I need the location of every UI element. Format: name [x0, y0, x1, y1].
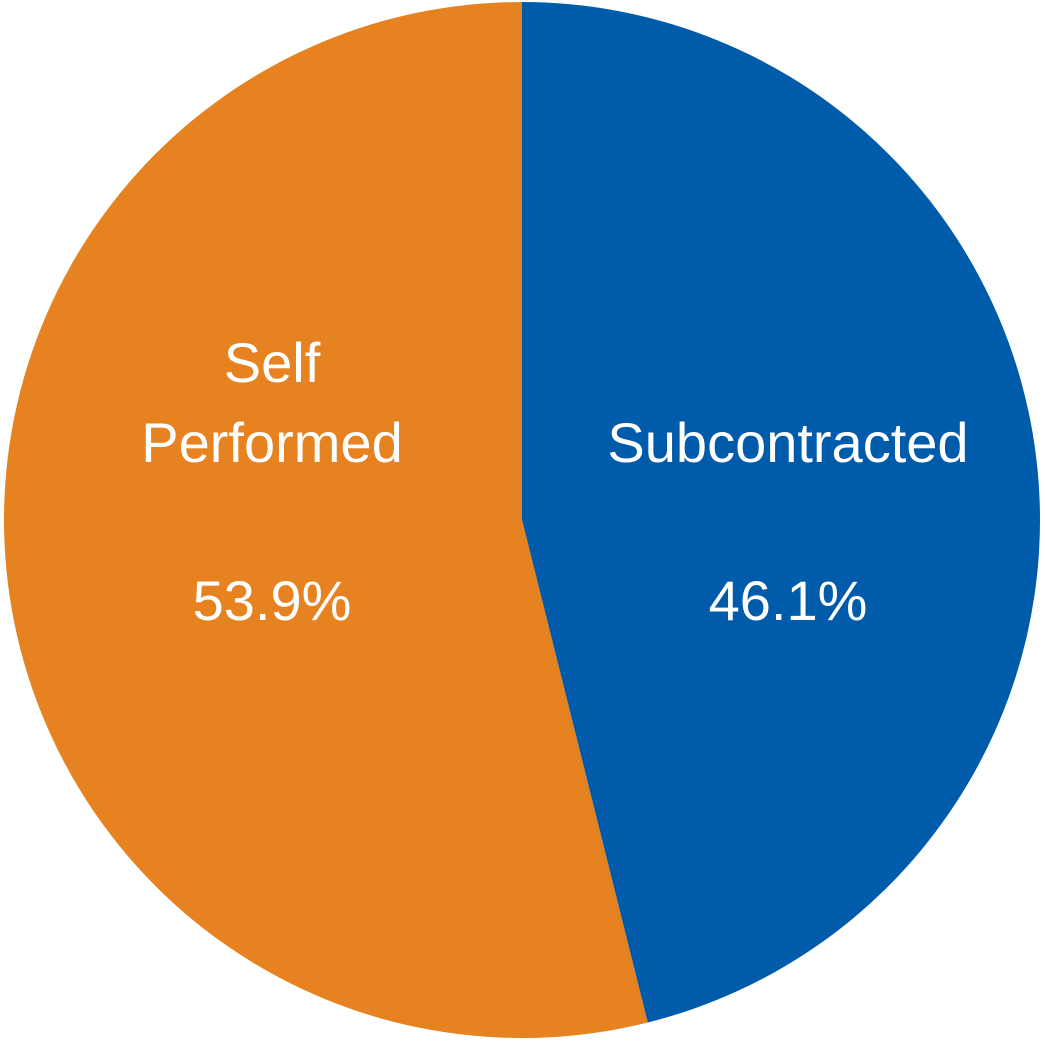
slice-label-self-performed-line2: Performed	[141, 411, 402, 474]
pie-slice-self-performed	[3, 2, 648, 1038]
slice-value-subcontracted: 46.1%	[709, 569, 868, 632]
pie-slice-subcontracted	[522, 2, 1040, 1023]
pie-labels: Subcontracted 46.1% Self Performed 53.9%	[141, 331, 968, 632]
pie-slices	[3, 2, 1040, 1038]
slice-label-self-performed-line1: Self	[224, 331, 321, 394]
slice-label-subcontracted: Subcontracted	[607, 411, 968, 474]
slice-value-self-performed: 53.9%	[193, 569, 352, 632]
